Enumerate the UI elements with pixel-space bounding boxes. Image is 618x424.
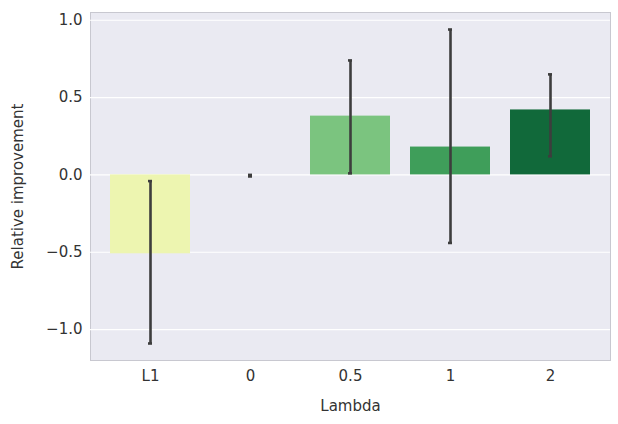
svg-text:0.0: 0.0 xyxy=(59,166,83,184)
svg-text:1: 1 xyxy=(446,367,456,385)
svg-text:0: 0 xyxy=(246,367,256,385)
svg-text:0.5: 0.5 xyxy=(339,367,363,385)
svg-text:−1.0: −1.0 xyxy=(46,320,82,338)
svg-text:1.0: 1.0 xyxy=(59,11,83,29)
svg-text:−0.5: −0.5 xyxy=(46,243,82,261)
svg-text:Lambda: Lambda xyxy=(320,397,380,415)
svg-text:0.5: 0.5 xyxy=(59,88,83,106)
svg-text:2: 2 xyxy=(546,367,556,385)
svg-text:L1: L1 xyxy=(142,367,160,385)
svg-text:Relative improvement: Relative improvement xyxy=(9,103,27,269)
